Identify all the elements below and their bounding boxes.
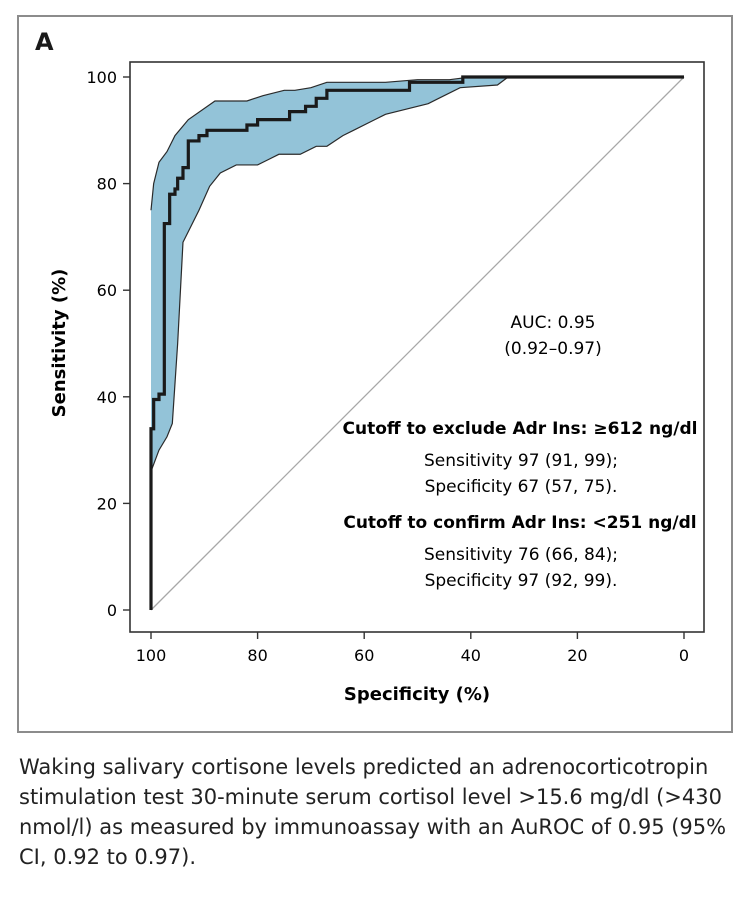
x-tick-label: 80 <box>247 646 267 665</box>
y-tick-label: 40 <box>97 388 117 407</box>
y-axis-label: Sensitivity (%) <box>49 269 70 418</box>
x-tick-label: 40 <box>461 646 481 665</box>
y-tick-label: 100 <box>86 68 117 87</box>
reference-diagonal <box>150 76 685 611</box>
exclude-specificity: Specificity 67 (57, 75). <box>425 477 618 497</box>
x-tick-label: 20 <box>567 646 587 665</box>
x-tick-label: 0 <box>679 646 689 665</box>
auc-label: AUC: 0.95 <box>511 313 596 333</box>
x-tick-label: 100 <box>136 646 167 665</box>
roc-chart: 100 80 60 40 20 0 0 20 40 60 80 100 AUC: 0.95 (0.9… <box>49 61 705 705</box>
ci-upper-line <box>150 76 684 211</box>
exclude-cutoff-title: Cutoff to exclude Adr Ins: ≥612 ng/dl <box>343 419 698 439</box>
y-tick-label: 20 <box>97 494 117 513</box>
confirm-cutoff-title: Cutoff to confirm Adr Ins: <251 ng/dl <box>343 513 696 533</box>
plot-area-border <box>129 61 705 633</box>
confirm-sensitivity: Sensitivity 76 (66, 84); <box>424 545 618 565</box>
figure-caption: Waking salivary cortisone levels predict… <box>19 755 727 869</box>
roc-curve <box>149 75 684 610</box>
y-tick-label: 60 <box>97 281 117 300</box>
confirm-specificity: Specificity 97 (92, 99). <box>425 571 618 591</box>
exclude-sensitivity: Sensitivity 97 (91, 99); <box>424 451 618 471</box>
x-axis-label: Specificity (%) <box>344 684 490 705</box>
x-tick-label: 60 <box>354 646 374 665</box>
y-tick-label: 80 <box>97 175 117 194</box>
ci-band <box>151 77 684 472</box>
figure-frame <box>17 15 733 733</box>
ci-lower-line <box>150 76 684 472</box>
auc-ci-label: (0.92–0.97) <box>504 339 601 359</box>
panel-label: A <box>35 28 54 56</box>
y-tick-label: 0 <box>107 601 117 620</box>
